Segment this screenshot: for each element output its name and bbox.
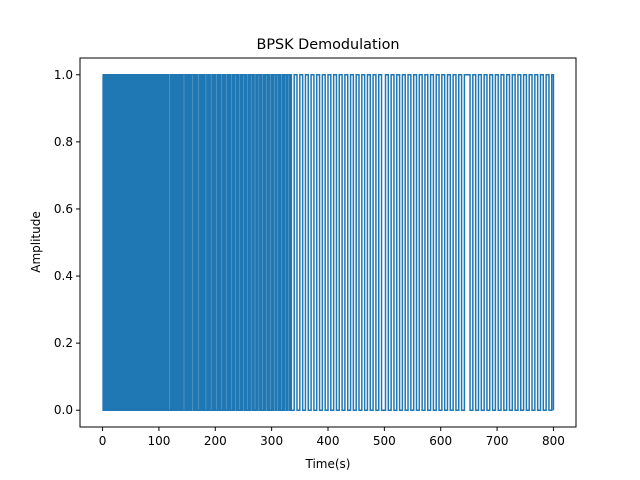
x-axis: 0 100 200 300 400 500 600 700 800 — [99, 427, 565, 448]
chart-title: BPSK Demodulation — [256, 37, 399, 53]
series-layer — [102, 74, 555, 411]
y-tick-label: 0.8 — [54, 135, 73, 149]
x-tick-label: 200 — [204, 434, 227, 448]
plot-area — [79, 57, 577, 428]
x-tick-label: 800 — [542, 434, 565, 448]
x-tick-label: 100 — [147, 434, 170, 448]
series-line-0 — [102, 74, 555, 411]
y-tick-label: 0.0 — [54, 403, 73, 417]
x-tick-label: 600 — [429, 434, 452, 448]
x-tick-label: 500 — [373, 434, 396, 448]
x-tick-label: 700 — [486, 434, 509, 448]
x-axis-label: Time(s) — [305, 457, 351, 471]
y-axis-label: Amplitude — [29, 211, 43, 273]
y-tick-label: 0.6 — [54, 202, 73, 216]
x-tick-label: 300 — [260, 434, 283, 448]
y-tick-label: 1.0 — [54, 68, 73, 82]
y-tick-label: 0.2 — [54, 336, 73, 350]
x-tick-label: 0 — [99, 434, 107, 448]
y-tick-label: 0.4 — [54, 269, 73, 283]
y-axis: 0.0 0.2 0.4 0.6 0.8 1.0 — [54, 68, 80, 417]
x-tick-label: 400 — [317, 434, 340, 448]
